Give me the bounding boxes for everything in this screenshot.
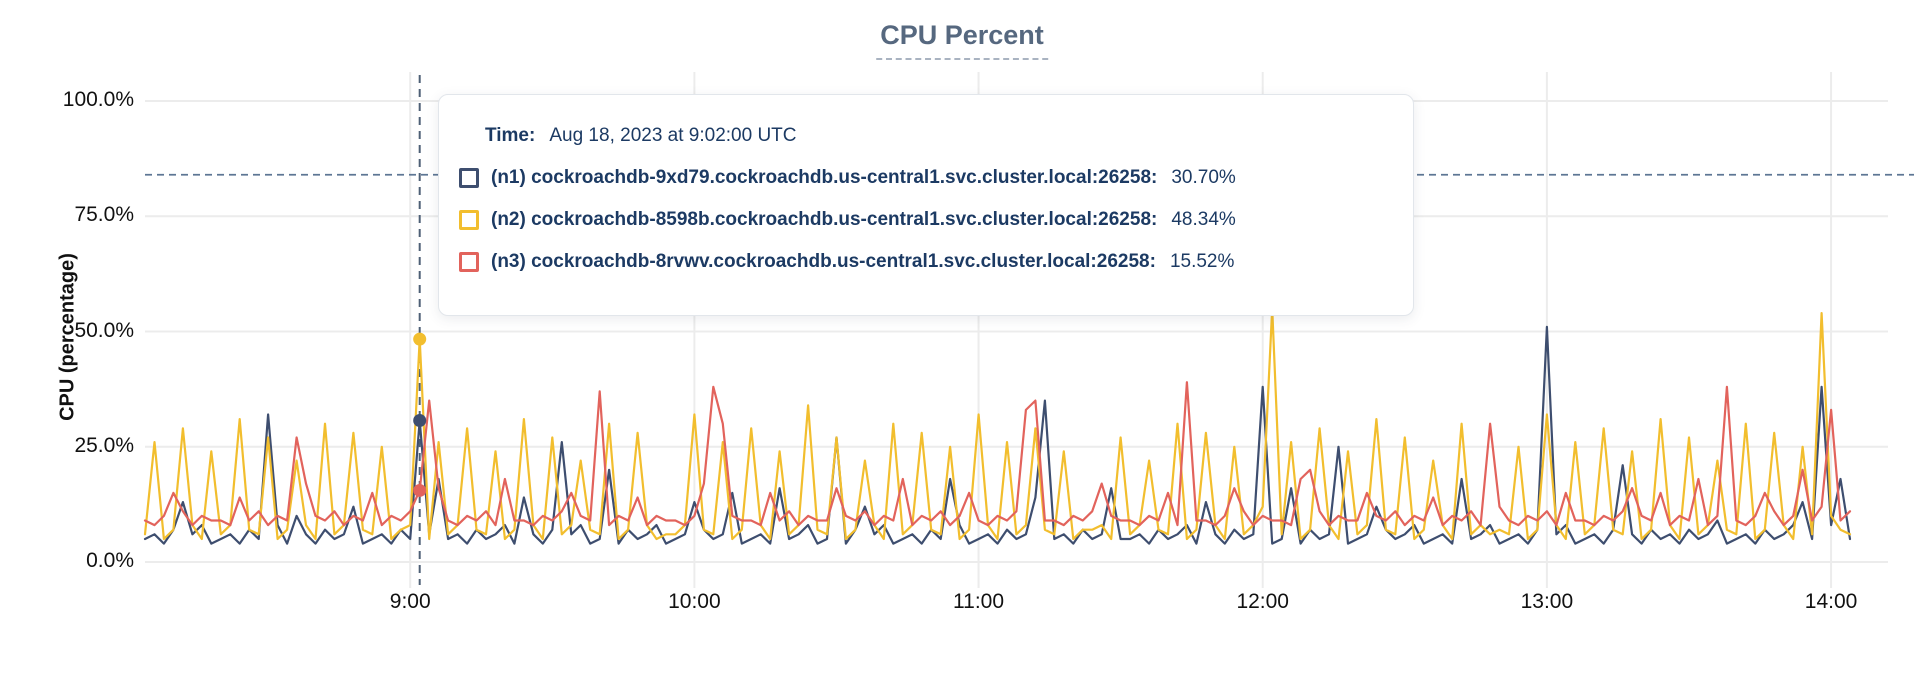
tooltip-series-row-n2: (n2) cockroachdb-8598b.cockroachdb.us-ce… — [459, 209, 1387, 231]
series-n1-color-swatch — [459, 168, 479, 188]
x-axis-tick-label-12: 12:00 — [1236, 590, 1289, 613]
y-axis-tick-label-50: 50.0% — [74, 318, 134, 342]
tooltip-time-value: Aug 18, 2023 at 9:02:00 UTC — [549, 125, 797, 146]
tooltip-time-label: Time: — [485, 125, 536, 146]
y-axis-tick-label-100: 100.0% — [62, 88, 134, 111]
series-n3-value: 15.52% — [1169, 251, 1235, 272]
series-n2-value: 48.34% — [1171, 209, 1236, 230]
series-n1-name: (n1) cockroachdb-9xd79.cockroachdb.us-ce… — [491, 167, 1158, 188]
series-n3-color-swatch — [459, 252, 479, 272]
tooltip-series-row-n1: (n1) cockroachdb-9xd79.cockroachdb.us-ce… — [459, 167, 1387, 189]
y-axis-tick-label-0: 0.0% — [86, 549, 134, 572]
tooltip-series-row-n3: (n3) cockroachdb-8rvwv.cockroachdb.us-ce… — [459, 251, 1387, 273]
y-axis-tick-label-75: 75.0% — [74, 203, 134, 227]
y-axis-tick-label-25: 25.0% — [74, 433, 134, 457]
series-n1-value: 30.70% — [1171, 167, 1236, 188]
series-n2-name: (n2) cockroachdb-8598b.cockroachdb.us-ce… — [491, 209, 1158, 230]
series-n2-color-swatch — [459, 210, 479, 230]
x-axis-tick-label-13: 13:00 — [1520, 590, 1574, 613]
chart-title: CPU Percent — [876, 20, 1048, 60]
x-axis-tick-label-10: 10:00 — [668, 590, 721, 613]
x-axis-tick-label-9: 9:00 — [389, 590, 431, 613]
tooltip-time-row: Time: Aug 18, 2023 at 9:02:00 UTC — [485, 125, 1387, 147]
chart-tooltip: Time: Aug 18, 2023 at 9:02:00 UTC (n1) co… — [438, 94, 1414, 316]
x-axis-tick-label-11: 11:00 — [953, 590, 1005, 613]
series-n3-name: (n3) cockroachdb-8rvwv.cockroachdb.us-ce… — [491, 251, 1156, 272]
x-axis-tick-label-14: 14:00 — [1804, 590, 1858, 613]
